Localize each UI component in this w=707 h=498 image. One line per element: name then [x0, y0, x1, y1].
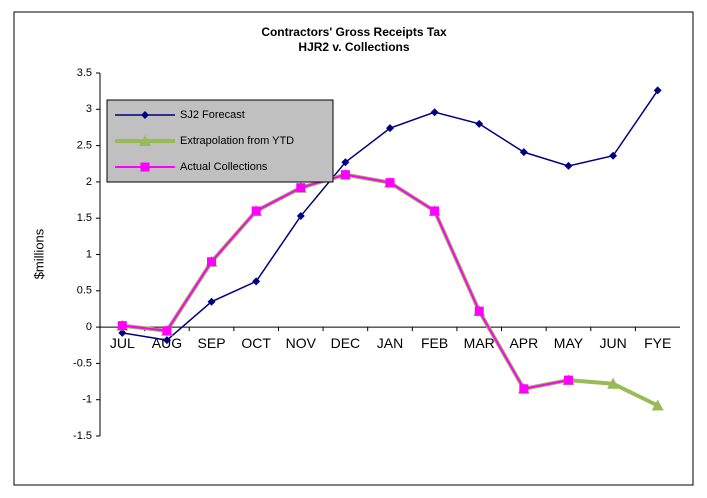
x-tick-label: JUN	[599, 335, 626, 351]
marker	[519, 148, 528, 157]
x-tick-label: APR	[509, 335, 538, 351]
marker	[296, 212, 305, 221]
marker	[296, 183, 306, 193]
y-tick-label: 3.5	[77, 67, 92, 79]
marker	[430, 108, 439, 117]
y-tick-label: 2	[86, 176, 92, 188]
x-tick-label: MAY	[554, 335, 584, 351]
y-tick-label: 0.5	[77, 285, 92, 297]
legend-label: Actual Collections	[180, 161, 268, 173]
marker	[430, 206, 440, 216]
legend-marker	[139, 135, 151, 146]
marker	[118, 328, 127, 337]
y-tick-label: -1	[82, 394, 92, 406]
y-tick-label: 0	[86, 321, 92, 333]
marker	[609, 151, 618, 160]
marker	[475, 119, 484, 128]
y-tick-label: 3	[86, 103, 92, 115]
marker	[252, 277, 261, 286]
marker	[385, 178, 395, 188]
legend-marker	[140, 162, 150, 172]
marker	[519, 384, 529, 394]
x-tick-label: SEP	[198, 335, 226, 351]
marker	[207, 257, 217, 267]
x-tick-label: MAR	[464, 335, 495, 351]
x-tick-label: FEB	[421, 335, 448, 351]
y-tick-label: -0.5	[73, 357, 92, 369]
marker	[251, 206, 261, 216]
x-tick-label: JAN	[377, 335, 403, 351]
y-tick-label: 1	[86, 248, 92, 260]
y-tick-label: 2.5	[77, 140, 92, 152]
marker	[607, 377, 620, 389]
y-tick-label: 1.5	[77, 212, 92, 224]
marker	[207, 297, 216, 306]
chart-border	[13, 11, 694, 486]
marker	[117, 321, 127, 331]
x-tick-label: NOV	[286, 335, 317, 351]
y-axis-label: $millions	[31, 228, 46, 279]
x-tick-label: FYE	[644, 335, 671, 351]
marker	[474, 306, 484, 316]
marker	[653, 86, 662, 95]
marker	[564, 161, 573, 170]
chart-title: Contractors' Gross Receipts Tax	[261, 25, 447, 39]
legend-label: SJ2 Forecast	[180, 109, 245, 121]
marker	[340, 170, 350, 180]
x-tick-label: DEC	[331, 335, 361, 351]
legend-marker	[141, 111, 149, 119]
y-tick-label: -1.5	[73, 430, 92, 442]
marker	[651, 399, 664, 411]
marker	[162, 336, 171, 345]
marker	[386, 124, 394, 133]
marker	[162, 326, 172, 336]
x-tick-label: OCT	[241, 335, 271, 351]
marker	[341, 158, 350, 167]
x-tick-label: JUL	[110, 335, 135, 351]
marker	[563, 375, 573, 385]
chart-subtitle: HJR2 v. Collections	[298, 40, 409, 54]
legend-label: Extrapolation from YTD	[180, 135, 294, 147]
